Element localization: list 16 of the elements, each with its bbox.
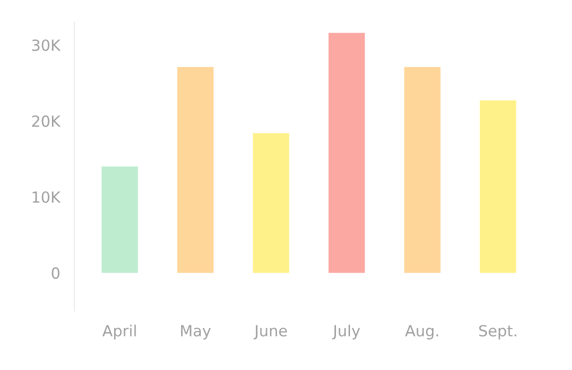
x-tick-label: June bbox=[254, 325, 287, 340]
y-tick-label: 30K bbox=[32, 39, 61, 52]
bar bbox=[252, 133, 290, 273]
x-tick-label: Aug. bbox=[405, 325, 438, 340]
bar bbox=[328, 32, 365, 273]
y-tick-label: 20K bbox=[32, 115, 61, 127]
x-tick-label: Sept. bbox=[479, 324, 516, 340]
y-tick-label: 0 bbox=[52, 267, 60, 279]
x-tick-label: July bbox=[332, 324, 360, 340]
bar bbox=[102, 166, 138, 273]
bar bbox=[177, 67, 214, 273]
x-tick-label: April bbox=[102, 324, 136, 340]
x-tick-label: May bbox=[181, 325, 211, 340]
bar bbox=[480, 100, 516, 273]
bar bbox=[404, 67, 441, 273]
y-tick-label: 10K bbox=[32, 191, 61, 203]
